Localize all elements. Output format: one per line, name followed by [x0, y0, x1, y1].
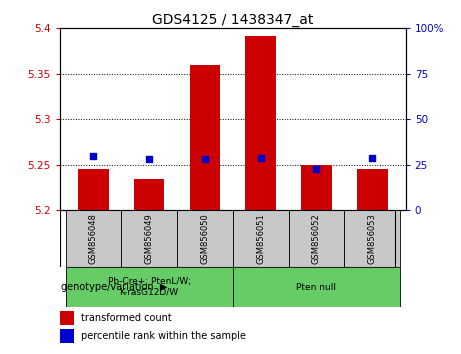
- Point: [368, 155, 376, 160]
- Text: Pten null: Pten null: [296, 283, 337, 292]
- Text: percentile rank within the sample: percentile rank within the sample: [81, 331, 246, 341]
- Bar: [344, 210, 400, 267]
- Bar: [134, 179, 165, 210]
- Text: GSM856053: GSM856053: [368, 213, 377, 264]
- Bar: [60, 311, 74, 325]
- Bar: [121, 210, 177, 267]
- Bar: [177, 210, 233, 267]
- Point: [201, 156, 209, 162]
- Point: [257, 155, 264, 160]
- Text: transformed count: transformed count: [81, 313, 171, 323]
- Bar: [301, 165, 332, 210]
- Text: GSM856052: GSM856052: [312, 213, 321, 264]
- Text: GSM856049: GSM856049: [145, 213, 154, 264]
- Point: [313, 166, 320, 171]
- Bar: [245, 36, 276, 210]
- Bar: [65, 267, 233, 307]
- Bar: [78, 170, 109, 210]
- Bar: [357, 169, 388, 210]
- Point: [146, 156, 153, 162]
- Text: GSM856048: GSM856048: [89, 213, 98, 264]
- Bar: [289, 210, 344, 267]
- Bar: [189, 65, 220, 210]
- Text: GSM856051: GSM856051: [256, 213, 265, 264]
- Bar: [60, 329, 74, 343]
- Text: Pb-Cre+; PtenL/W;
K-rasG12D/W: Pb-Cre+; PtenL/W; K-rasG12D/W: [107, 278, 191, 297]
- Point: [90, 153, 97, 159]
- Bar: [65, 210, 121, 267]
- Text: genotype/variation  ▶: genotype/variation ▶: [61, 282, 167, 292]
- Bar: [233, 210, 289, 267]
- Bar: [233, 267, 400, 307]
- Text: GSM856050: GSM856050: [201, 213, 209, 264]
- Title: GDS4125 / 1438347_at: GDS4125 / 1438347_at: [152, 13, 313, 27]
